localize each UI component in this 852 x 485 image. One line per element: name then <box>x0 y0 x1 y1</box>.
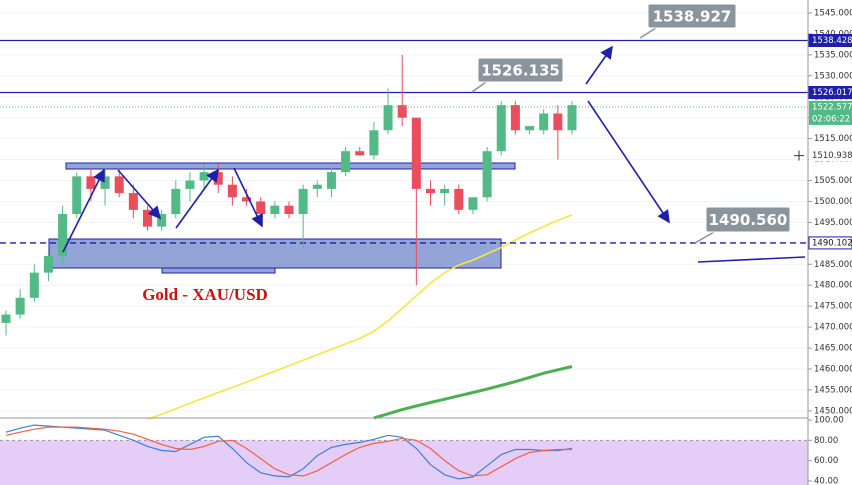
grid <box>0 12 808 412</box>
y-tick-label: 1530.000 <box>814 71 852 81</box>
candle-body <box>58 214 68 256</box>
candle-body <box>567 105 577 131</box>
callout-pointer <box>471 81 487 93</box>
y-tick-label: 1465.000 <box>814 344 852 354</box>
countdown-label: 02:06:22 <box>812 114 850 124</box>
callout-box <box>477 57 564 83</box>
oscillator-pane <box>0 424 808 485</box>
resistance-zone <box>65 162 516 170</box>
crosshair-label: 1510.938 <box>812 151 852 161</box>
y-tick-label: 1470.000 <box>814 323 852 333</box>
candle-body <box>411 117 421 189</box>
oscillator-line <box>5 426 572 477</box>
minor-zone <box>161 267 276 274</box>
candle-body <box>454 188 464 210</box>
y-tick-label: 1460.000 <box>814 364 852 374</box>
y-tick-label: 1535.000 <box>814 50 852 60</box>
level-tag-label: 1490.102 <box>812 238 852 248</box>
moving-average <box>373 365 573 420</box>
main-pane <box>0 39 808 421</box>
y-tick-label: 1455.000 <box>814 385 852 395</box>
candle-body <box>1 314 11 323</box>
candle-body <box>128 193 138 210</box>
y-tick-label: 40.00 <box>814 476 838 485</box>
candle-body <box>312 184 322 189</box>
candle-body <box>326 172 336 189</box>
y-tick-label: 100.00 <box>814 416 844 426</box>
candle-body <box>553 113 563 131</box>
y-tick-label: 80.00 <box>814 436 838 446</box>
candle-body <box>355 151 365 156</box>
y-tick-label: 1475.000 <box>814 302 852 312</box>
moving-average <box>147 214 573 421</box>
candle-body <box>29 272 39 298</box>
y-tick-label: 1515.000 <box>814 134 852 144</box>
candle-body <box>298 188 308 215</box>
level-tag <box>808 85 852 99</box>
candle-body <box>510 105 520 131</box>
y-tick-label: 1505.000 <box>814 176 852 186</box>
level-tag <box>808 236 852 250</box>
candle-body <box>270 205 280 215</box>
candle-body <box>496 105 506 152</box>
candle-body <box>468 197 478 210</box>
candle-body <box>242 197 252 202</box>
callout-box <box>647 3 737 29</box>
y-tick-label: 1450.000 <box>814 406 852 416</box>
arrows <box>62 45 806 263</box>
candle-body <box>185 180 195 189</box>
callout-label: 1538.927 <box>653 8 732 26</box>
y-tick-label: 1495.000 <box>814 218 852 228</box>
y-tick-label: 1480.000 <box>814 281 852 291</box>
candle-body <box>157 214 167 227</box>
support-zone <box>48 238 502 269</box>
candle-body <box>227 184 237 198</box>
candle-body <box>256 201 266 215</box>
y-tick-label: 60.00 <box>814 456 838 466</box>
last-price-label: 1522.577 <box>812 102 852 112</box>
callout-box <box>705 206 791 233</box>
candle-body <box>440 188 450 194</box>
candle-body <box>341 151 351 173</box>
candle-body <box>525 126 535 131</box>
callout-label: 1490.560 <box>709 211 788 229</box>
price-axis: 1450.000 1455.000 1460.000 1465.000 1470.000… <box>794 8 852 485</box>
candle-body <box>100 176 110 189</box>
candle-body <box>43 255 53 273</box>
last-price-tag <box>809 100 852 125</box>
candle-body <box>15 297 25 315</box>
candle-body <box>199 172 209 181</box>
candle-body <box>114 176 124 194</box>
crosshair-tag <box>809 149 852 162</box>
y-tick-label: 1485.000 <box>814 260 852 270</box>
candle-body <box>369 130 379 156</box>
candle-body <box>426 188 435 194</box>
candle-body <box>383 105 393 131</box>
callout-label: 1526.135 <box>481 62 560 80</box>
candle-body <box>86 176 96 189</box>
candle-body <box>539 113 549 131</box>
candle-body <box>284 205 294 215</box>
oscillator-band <box>0 440 808 485</box>
level-tag-label: 1538.428 <box>812 36 852 46</box>
candle-body <box>143 209 152 227</box>
candle-body <box>397 105 407 118</box>
candle-body <box>72 176 82 215</box>
y-tick-label: 1500.000 <box>814 197 852 207</box>
y-tick-label: 1545.000 <box>814 8 852 18</box>
overlay: 1538.927 1526.135 1490.560 <box>471 3 791 244</box>
callout-pointer <box>639 27 657 39</box>
level-tag <box>808 34 852 48</box>
candle-body <box>171 188 181 215</box>
oscillator-line <box>5 424 573 480</box>
callout-pointer <box>694 231 715 244</box>
chart-title: Gold - XAU/USD <box>142 285 268 304</box>
candle-body <box>482 151 492 198</box>
level-tag-label: 1526.017 <box>812 88 852 98</box>
